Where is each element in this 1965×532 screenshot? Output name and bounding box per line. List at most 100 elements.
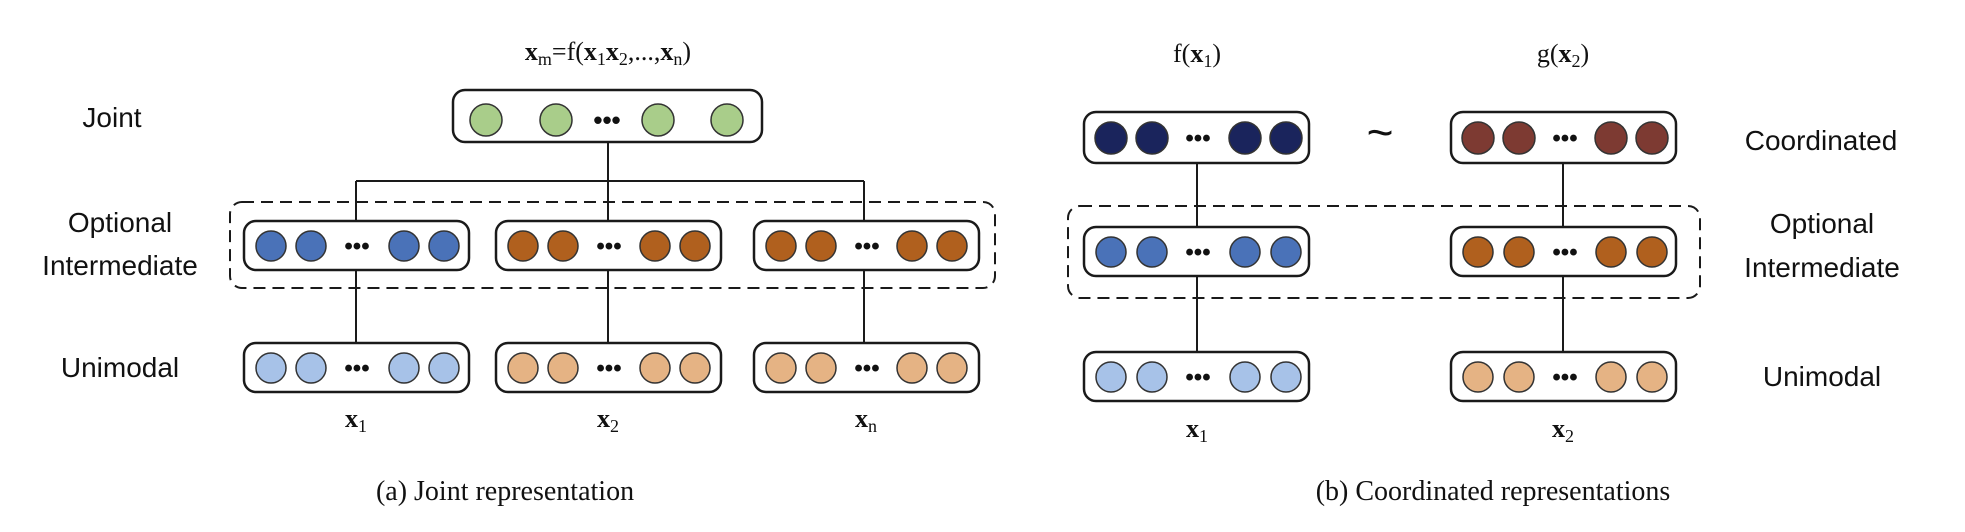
similarity-symbol: ~ — [1367, 106, 1394, 158]
ellipsis-dots: ••• — [1185, 125, 1210, 152]
unimodal-vector: ••• — [242, 341, 471, 394]
neuron — [539, 103, 573, 137]
neuron — [1095, 236, 1127, 268]
coordinated-connectors — [1196, 163, 1564, 352]
joint-formula: xm=f(x1x2,...,xn) — [525, 37, 691, 69]
input-label-x1: x1 — [1186, 414, 1208, 446]
neuron — [507, 352, 539, 384]
neuron — [469, 103, 503, 137]
unimodal-vector: ••• — [1449, 350, 1678, 403]
neuron — [896, 230, 928, 262]
neuron — [428, 352, 460, 384]
neuron — [765, 230, 797, 262]
label-optional: Optional — [1770, 208, 1874, 239]
joint-vector: ••• — [451, 88, 764, 144]
caption-joint: (a) Joint representation — [376, 476, 634, 507]
neuron — [1095, 361, 1127, 393]
vector-box — [451, 88, 764, 144]
neuron — [507, 230, 539, 262]
neuron — [1462, 361, 1494, 393]
intermediate-vector: ••• — [494, 219, 723, 272]
neuron — [295, 352, 327, 384]
neuron — [1636, 361, 1668, 393]
neuron — [641, 103, 675, 137]
ellipsis-dots: ••• — [1552, 364, 1577, 391]
neuron — [1636, 236, 1668, 268]
joint-connectors — [355, 142, 865, 343]
unimodal-vector: ••• — [494, 341, 723, 394]
neuron — [1094, 121, 1128, 155]
neuron — [936, 352, 968, 384]
neuron — [1502, 121, 1536, 155]
neuron — [639, 230, 671, 262]
head-label-g: g(x2) — [1537, 39, 1589, 71]
ellipsis-dots: ••• — [596, 233, 621, 260]
neuron — [679, 352, 711, 384]
neuron — [805, 230, 837, 262]
neuron — [1595, 361, 1627, 393]
neuron — [388, 230, 420, 262]
neuron — [936, 230, 968, 262]
neuron — [679, 230, 711, 262]
input-label-x2: x2 — [1552, 414, 1574, 446]
neuron — [1229, 236, 1261, 268]
neuron — [1461, 121, 1495, 155]
neuron — [255, 230, 287, 262]
joint-panel: xm=f(x1x2,...,xn) Joint Optional Interme… — [42, 37, 996, 507]
neuron — [805, 352, 837, 384]
label-coordinated: Coordinated — [1745, 125, 1898, 156]
neuron — [1503, 236, 1535, 268]
label-unimodal: Unimodal — [1763, 361, 1881, 392]
coordinated-panel: f(x1) g(x2) ~ Coordinated Optional Inter… — [1067, 39, 1900, 507]
vector-box — [752, 219, 981, 272]
label-optional: Optional — [68, 207, 172, 238]
ellipsis-dots: ••• — [854, 233, 879, 260]
ellipsis-dots: ••• — [854, 355, 879, 382]
intermediate-vector: ••• — [752, 219, 981, 272]
ellipsis-dots: ••• — [593, 105, 620, 135]
neuron — [1594, 121, 1628, 155]
label-intermediate: Intermediate — [1744, 252, 1900, 283]
ellipsis-dots: ••• — [344, 233, 369, 260]
neuron — [295, 230, 327, 262]
ellipsis-dots: ••• — [596, 355, 621, 382]
neuron — [1270, 361, 1302, 393]
ellipsis-dots: ••• — [1185, 239, 1210, 266]
optional-intermediate-region — [229, 201, 996, 289]
label-unimodal: Unimodal — [61, 352, 179, 383]
label-joint: Joint — [82, 102, 141, 133]
neuron — [896, 352, 928, 384]
vector-box — [752, 341, 981, 394]
neuron — [1462, 236, 1494, 268]
neuron — [1503, 361, 1535, 393]
optional-intermediate-region — [1067, 205, 1701, 299]
neuron — [388, 352, 420, 384]
coordinated-vector-f: ••• — [1082, 110, 1311, 165]
neuron — [1228, 121, 1262, 155]
neuron — [1269, 121, 1303, 155]
neuron — [710, 103, 744, 137]
neuron — [1136, 236, 1168, 268]
neuron — [1270, 236, 1302, 268]
neuron — [1135, 121, 1169, 155]
intermediate-vector: ••• — [242, 219, 471, 272]
neuron — [547, 230, 579, 262]
unimodal-vector: ••• — [1082, 350, 1311, 403]
caption-coordinated: (b) Coordinated representations — [1316, 476, 1671, 507]
neuron — [547, 352, 579, 384]
head-label-f: f(x1) — [1173, 39, 1221, 71]
neuron — [1595, 236, 1627, 268]
neuron — [1635, 121, 1669, 155]
ellipsis-dots: ••• — [1552, 125, 1577, 152]
neuron — [255, 352, 287, 384]
coordinated-vector-g: ••• — [1449, 110, 1678, 165]
neuron — [1136, 361, 1168, 393]
ellipsis-dots: ••• — [1185, 364, 1210, 391]
neuron — [639, 352, 671, 384]
ellipsis-dots: ••• — [1552, 239, 1577, 266]
neuron — [428, 230, 460, 262]
neuron — [765, 352, 797, 384]
input-label-xn: xn — [855, 404, 877, 436]
neuron — [1229, 361, 1261, 393]
